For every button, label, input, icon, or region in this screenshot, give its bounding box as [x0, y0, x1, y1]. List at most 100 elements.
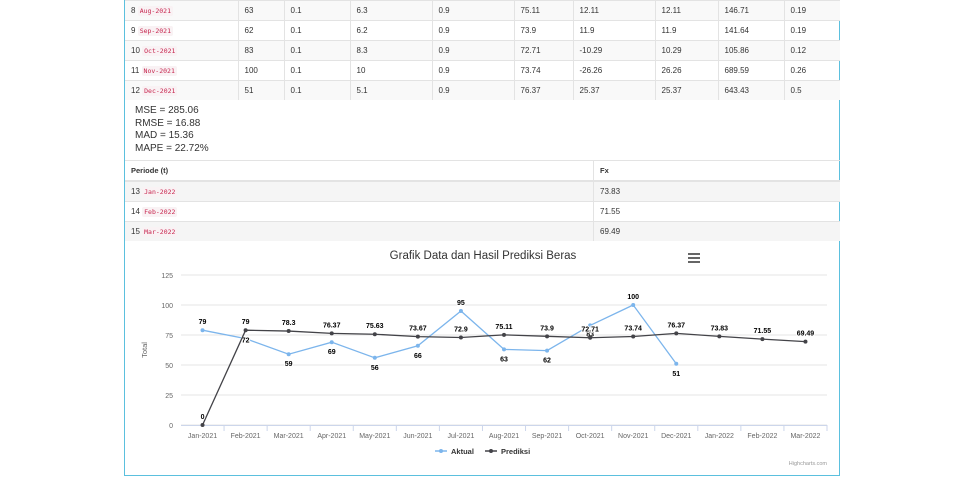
history-table: 8 Aug-2021 63 0.1 6.3 0.9 75.11 12.11 12.11 146.… [125, 0, 840, 100]
period-label: Feb-2022 [142, 207, 178, 217]
legend-marker[interactable] [489, 449, 493, 453]
x-tick-label: Apr-2021 [317, 433, 346, 440]
cell-alpha: 0.1 [284, 0, 351, 21]
table-row: 13 Jan-2022 73.83 [125, 180, 840, 202]
data-label: 56 [371, 365, 379, 372]
y-axis-label: Total [140, 342, 149, 358]
data-label: 72.9 [454, 327, 468, 334]
cell-actual: 51 [238, 80, 285, 100]
x-tick-label: Dec-2021 [661, 433, 691, 440]
data-point-prediksi[interactable] [545, 334, 550, 339]
data-point-aktual[interactable] [415, 343, 420, 348]
data-label: 75.11 [495, 324, 512, 331]
data-point-aktual[interactable] [329, 340, 334, 345]
cell-a: 5.1 [350, 80, 433, 100]
fx-cell: 71.55 [593, 201, 840, 222]
cell-sq-error: 105.86 [718, 40, 785, 61]
data-point-prediksi[interactable] [243, 328, 248, 333]
data-point-aktual[interactable] [200, 328, 205, 333]
data-point-prediksi[interactable] [588, 335, 593, 340]
data-point-aktual[interactable] [243, 336, 248, 341]
period-label: Sep-2021 [137, 26, 173, 36]
data-label: 69 [328, 349, 336, 356]
data-point-aktual[interactable] [674, 361, 679, 366]
data-point-prediksi[interactable] [329, 331, 334, 336]
data-point-prediksi[interactable] [458, 335, 463, 340]
x-tick-label: Aug-2021 [489, 433, 519, 440]
cell-abs-error: 26.26 [655, 60, 719, 81]
data-point-prediksi[interactable] [631, 334, 636, 339]
cell-a: 10 [350, 60, 433, 81]
data-label: 76.37 [323, 322, 341, 329]
error-metrics: MSE = 285.06 RMSE = 16.88 MAD = 15.36 MA… [135, 105, 209, 155]
cell-c: 76.37 [514, 80, 574, 100]
data-label: 51 [672, 371, 680, 378]
data-label: 73.9 [540, 325, 554, 332]
forecast-table: Periode (t) Fx 13 Jan-2022 73.83 14 Feb-20… [125, 160, 840, 241]
data-point-prediksi[interactable] [372, 332, 377, 337]
cell-pct-error: 0.5 [784, 80, 840, 100]
x-tick-label: Feb-2021 [231, 433, 261, 440]
period-label: Nov-2021 [141, 66, 177, 76]
cell-sq-error: 689.59 [718, 60, 785, 81]
chart-title: Grafik Data dan Hasil Prediksi Beras [390, 250, 577, 262]
table-row: 12 Dec-2021 51 0.1 5.1 0.9 76.37 25.37 25.37 643… [125, 80, 840, 100]
period-cell: 8 Aug-2021 [125, 0, 239, 21]
table-row: 14 Feb-2022 71.55 [125, 201, 840, 222]
cell-abs-error: 12.11 [655, 0, 719, 21]
period-cell: 9 Sep-2021 [125, 20, 239, 41]
x-tick-label: Feb-2022 [747, 433, 777, 440]
x-tick-label: Mar-2022 [790, 433, 820, 440]
data-point-aktual[interactable] [458, 309, 463, 313]
data-point-aktual[interactable] [631, 303, 636, 307]
data-point-prediksi[interactable] [674, 331, 679, 336]
x-tick-label: Oct-2021 [576, 433, 605, 440]
cell-b: 0.9 [432, 0, 515, 21]
data-point-prediksi[interactable] [502, 332, 506, 337]
data-label: 76.37 [668, 322, 686, 329]
legend-marker[interactable] [439, 449, 443, 453]
x-tick-label: May-2021 [359, 433, 390, 440]
cell-abs-error: 11.9 [655, 20, 719, 41]
credits-link[interactable]: Highcharts.com [789, 461, 828, 467]
cell-sq-error: 141.64 [718, 20, 785, 41]
data-point-prediksi[interactable] [717, 334, 722, 339]
data-point-prediksi[interactable] [803, 339, 808, 344]
data-label: 78.3 [282, 320, 296, 327]
period-index: 8 [131, 6, 136, 15]
x-tick-label: Nov-2021 [618, 433, 648, 440]
data-point-aktual[interactable] [545, 348, 550, 353]
cell-error: 25.37 [573, 80, 656, 100]
period-cell: 15 Mar-2022 [125, 221, 594, 241]
data-point-prediksi[interactable] [286, 329, 291, 334]
cell-a: 8.3 [350, 40, 433, 61]
data-label: 62 [543, 358, 551, 365]
data-point-prediksi[interactable] [760, 337, 765, 342]
data-point-aktual[interactable] [502, 347, 506, 352]
data-label: 71.55 [754, 328, 772, 335]
x-tick-label: Jul-2021 [448, 433, 475, 440]
fx-cell: 73.83 [593, 180, 840, 202]
data-point-aktual[interactable] [286, 352, 291, 357]
table-row: 8 Aug-2021 63 0.1 6.3 0.9 75.11 12.11 12.11 146.… [125, 0, 840, 21]
period-cell: 11 Nov-2021 [125, 60, 239, 81]
period-cell: 12 Dec-2021 [125, 80, 239, 100]
hamburger-menu-icon[interactable] [688, 253, 700, 263]
mad-value: MAD = 15.36 [135, 130, 194, 141]
data-point-prediksi[interactable] [415, 334, 420, 339]
cell-c: 73.74 [514, 60, 574, 81]
cell-c: 75.11 [514, 0, 574, 21]
legend-item-aktual[interactable]: Aktual [451, 447, 474, 456]
y-tick-label: 25 [165, 393, 173, 400]
rmse-value: RMSE = 16.88 [135, 117, 201, 129]
data-point-aktual[interactable] [588, 323, 593, 328]
data-point-prediksi[interactable] [200, 423, 205, 427]
data-point-aktual[interactable] [372, 355, 377, 360]
x-tick-label: Jun-2021 [403, 433, 432, 440]
period-cell: 14 Feb-2022 [125, 201, 594, 222]
series-line-aktual [202, 304, 677, 365]
cell-a: 6.2 [350, 20, 433, 41]
legend-item-prediksi[interactable]: Prediksi [501, 447, 530, 456]
cell-sq-error: 146.71 [718, 0, 785, 21]
data-label: 72 [242, 338, 250, 345]
